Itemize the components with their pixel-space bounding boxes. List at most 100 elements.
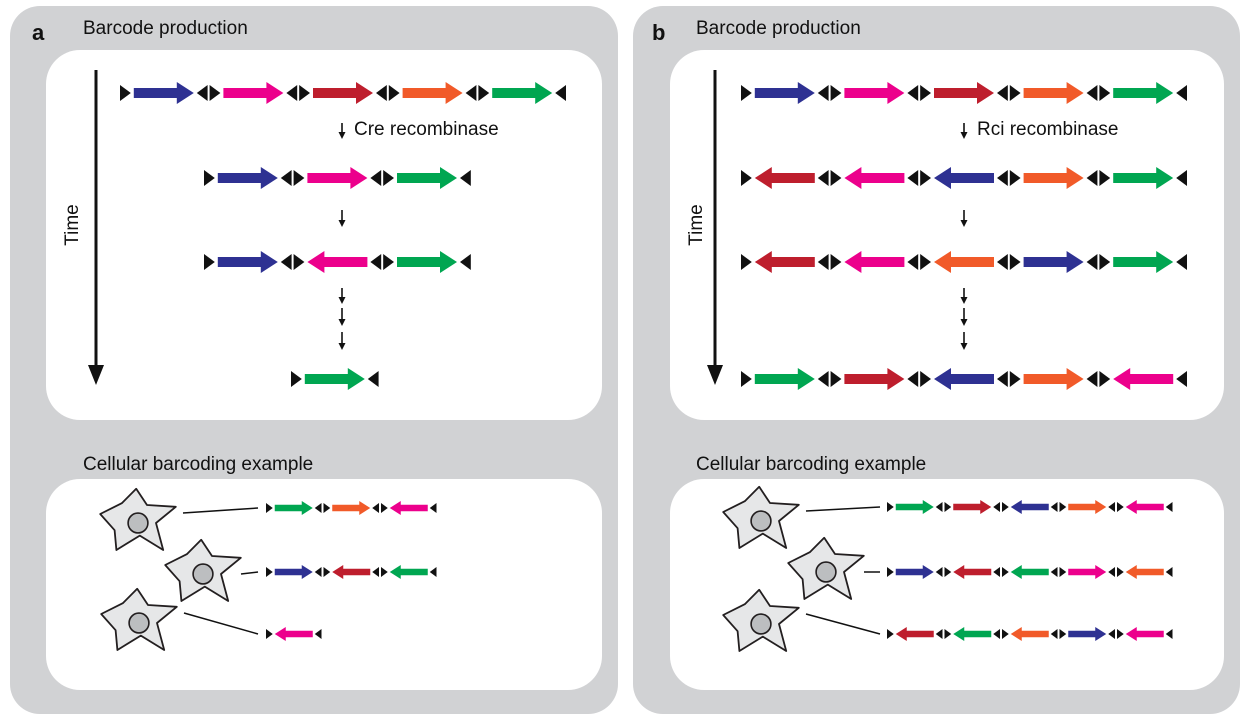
site-left-triangle — [997, 254, 1008, 270]
site-left-triangle — [1086, 170, 1098, 186]
site-left-triangle — [935, 502, 943, 512]
site-right-triangle — [1099, 371, 1111, 387]
site-right-triangle — [1117, 502, 1124, 512]
barcode-arrow-orange-right — [332, 501, 371, 515]
site-right-triangle — [1099, 170, 1111, 186]
site-right-triangle — [1099, 85, 1111, 101]
barcode-arrow-green-right — [895, 500, 934, 514]
barcode-arrow-magenta-right — [844, 82, 905, 104]
panel-a-production-box — [46, 50, 602, 420]
site-left-triangle — [555, 85, 566, 101]
barcode-arrow-blue-right — [274, 565, 313, 579]
cell-icon — [787, 536, 865, 600]
site-left-triangle — [1176, 170, 1187, 186]
cell-icon — [164, 538, 242, 602]
site-right-triangle — [887, 567, 894, 577]
a-step-arrow-5-head — [338, 343, 346, 350]
panel-b-letter: b — [652, 20, 666, 45]
barcode-arrow-green-right — [1113, 167, 1174, 189]
barcode-arrow-red-right — [934, 82, 994, 104]
site-left-triangle — [460, 170, 471, 186]
barcode-arrow-magenta-right — [307, 167, 368, 189]
cell-icon — [722, 485, 800, 549]
site-left-triangle — [196, 85, 208, 101]
site-right-triangle — [944, 502, 952, 512]
barcode-arrow-red-right — [953, 500, 992, 514]
site-right-triangle — [741, 170, 752, 186]
site-right-triangle — [388, 85, 400, 101]
site-right-triangle — [741, 254, 752, 270]
site-left-triangle — [1050, 567, 1058, 577]
panel-b-production-title: Barcode production — [696, 18, 861, 39]
site-right-triangle — [120, 85, 131, 101]
site-left-triangle — [907, 254, 919, 270]
site-right-triangle — [266, 503, 273, 513]
site-right-triangle — [323, 503, 331, 513]
panel-a-production-title: Barcode production — [83, 18, 248, 39]
site-right-triangle — [1009, 254, 1021, 270]
a-step-arrow-2-head — [338, 220, 346, 227]
site-right-triangle — [830, 170, 842, 186]
barcode-arrow-blue-left — [934, 167, 994, 189]
site-left-triangle — [935, 567, 943, 577]
site-left-triangle — [817, 85, 829, 101]
site-right-triangle — [383, 170, 394, 186]
site-right-triangle — [830, 254, 842, 270]
panel-a-letter: a — [32, 20, 45, 45]
barcode-arrow-blue-right — [754, 82, 815, 104]
panel-b-production-box — [670, 50, 1224, 420]
site-left-triangle — [817, 371, 829, 387]
site-left-triangle — [1086, 371, 1098, 387]
barcode-arrow-magenta-left — [1125, 500, 1164, 514]
barcode-arrow-red-right — [313, 82, 373, 104]
barcode-arrow-red-right — [844, 368, 905, 390]
site-left-triangle — [314, 567, 322, 577]
barcode-arrow-blue-right — [895, 565, 934, 579]
cell-link-line — [240, 571, 259, 575]
panel-a-recombinase-label: Cre recombinase — [354, 119, 499, 140]
barcode-arrow-green-right — [274, 501, 313, 515]
a-step-arrow-4-head — [338, 319, 346, 326]
site-left-triangle — [372, 567, 379, 577]
site-left-triangle — [907, 371, 919, 387]
site-left-triangle — [1050, 502, 1058, 512]
barcode-arrow-orange-left — [934, 251, 994, 273]
barcode-arrow-green-right — [304, 368, 365, 390]
barcode-arrow-magenta-right — [223, 82, 284, 104]
site-left-triangle — [286, 85, 298, 101]
site-right-triangle — [1009, 371, 1021, 387]
barcode-arrow-blue-right — [1068, 627, 1107, 641]
site-left-triangle — [993, 502, 1000, 512]
time-arrow-head — [88, 365, 104, 385]
site-right-triangle — [204, 170, 215, 186]
site-left-triangle — [1108, 502, 1115, 512]
site-right-triangle — [887, 502, 894, 512]
site-left-triangle — [314, 629, 322, 639]
site-right-triangle — [1002, 502, 1009, 512]
site-left-triangle — [370, 254, 382, 270]
cell-icon — [99, 487, 177, 551]
barcode-arrow-red-left — [332, 565, 371, 579]
site-right-triangle — [1009, 170, 1021, 186]
barcode-arrow-magenta-left — [844, 167, 905, 189]
site-left-triangle — [907, 85, 919, 101]
site-left-triangle — [1086, 254, 1098, 270]
barcode-arrow-magenta-left — [307, 251, 368, 273]
barcode-arrow-blue-right — [217, 167, 278, 189]
barcode-arrow-green-right — [1113, 251, 1174, 273]
site-left-triangle — [1176, 254, 1187, 270]
barcode-arrow-green-right — [754, 368, 815, 390]
barcode-arrow-orange-right — [1023, 368, 1084, 390]
cell-link-line — [182, 507, 259, 514]
site-left-triangle — [817, 170, 829, 186]
b-step-arrow-5-head — [960, 343, 968, 350]
site-right-triangle — [293, 254, 305, 270]
site-left-triangle — [993, 629, 1000, 639]
barcode-arrow-orange-right — [1023, 167, 1084, 189]
site-right-triangle — [381, 503, 388, 513]
barcode-arrow-green-right — [397, 251, 457, 273]
barcode-arrow-green-right — [492, 82, 553, 104]
barcode-arrow-blue-right — [1023, 251, 1084, 273]
site-right-triangle — [920, 254, 931, 270]
barcode-arrow-green-left — [1010, 565, 1049, 579]
